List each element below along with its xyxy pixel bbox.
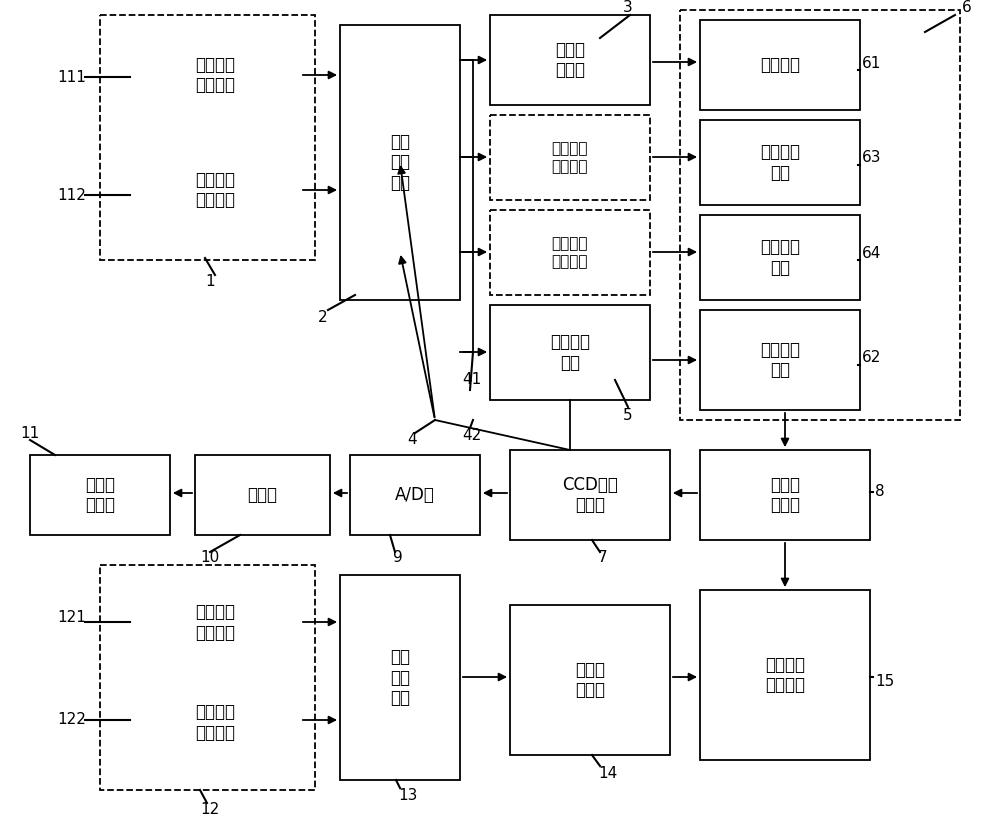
Text: 13: 13	[398, 787, 417, 802]
Text: 跑台式
丝印机: 跑台式 丝印机	[770, 476, 800, 514]
Text: 第二
数控
装置: 第二 数控 装置	[390, 648, 410, 707]
Text: 第二自动
编程装置: 第二自动 编程装置	[195, 703, 235, 742]
Text: 刀具进给
装置: 刀具进给 装置	[760, 238, 800, 277]
Text: 第二加工
中心主体: 第二加工 中心主体	[765, 656, 805, 695]
Text: 8: 8	[875, 485, 885, 500]
Text: 10: 10	[200, 551, 219, 566]
Bar	[700, 215, 860, 300]
Text: 7: 7	[598, 551, 608, 566]
Text: 第一自动
编程装置: 第一自动 编程装置	[195, 170, 235, 209]
Bar	[100, 565, 315, 790]
Text: 刀轴伺服
驱动系统: 刀轴伺服 驱动系统	[552, 141, 588, 174]
Text: 第二伺
服系统: 第二伺 服系统	[575, 661, 605, 700]
Text: 第二人工
编程装置: 第二人工 编程装置	[195, 603, 235, 642]
Text: 112: 112	[57, 188, 86, 203]
Text: 第一人工
编程装置: 第一人工 编程装置	[195, 55, 235, 94]
Text: 15: 15	[875, 675, 894, 690]
Text: 4: 4	[407, 433, 417, 447]
Bar	[490, 210, 650, 295]
Bar	[130, 145, 300, 235]
Text: 64: 64	[862, 246, 881, 261]
Text: 辅助控
制装置: 辅助控 制装置	[555, 41, 585, 79]
Bar	[130, 580, 300, 665]
Bar	[195, 455, 330, 535]
Bar	[30, 455, 170, 535]
Text: 检测反馈
装置: 检测反馈 装置	[550, 333, 590, 372]
Bar	[350, 455, 480, 535]
Bar	[340, 25, 460, 300]
Text: 辅助装置: 辅助装置	[760, 56, 800, 74]
Text: 处理器: 处理器	[248, 486, 278, 504]
Text: 1: 1	[205, 275, 215, 289]
Bar	[680, 10, 960, 420]
Text: 3: 3	[623, 1, 633, 16]
Bar	[490, 115, 650, 200]
Text: 12: 12	[200, 802, 219, 818]
Bar	[700, 120, 860, 205]
Text: 声光报
警装置: 声光报 警装置	[85, 476, 115, 514]
Text: A/D器: A/D器	[395, 486, 435, 504]
Bar	[700, 450, 870, 540]
Text: 9: 9	[393, 551, 403, 566]
Text: 63: 63	[862, 151, 882, 165]
Bar	[510, 605, 670, 755]
Text: 自动换刀
装置: 自动换刀 装置	[760, 341, 800, 380]
Text: 11: 11	[20, 426, 39, 441]
Text: 6: 6	[962, 1, 972, 16]
Text: 刀具切削
装置: 刀具切削 装置	[760, 143, 800, 182]
Text: 进给伺服
驱动系统: 进给伺服 驱动系统	[552, 237, 588, 269]
Text: 42: 42	[462, 428, 481, 442]
Bar	[700, 20, 860, 110]
Bar	[510, 450, 670, 540]
Bar	[130, 30, 300, 120]
Bar	[340, 575, 460, 780]
Text: 121: 121	[57, 609, 86, 624]
Text: 111: 111	[57, 69, 86, 84]
Text: 第一
数控
装置: 第一 数控 装置	[390, 132, 410, 193]
Text: 41: 41	[462, 372, 481, 388]
Text: 62: 62	[862, 351, 881, 366]
Text: 14: 14	[598, 766, 617, 781]
Bar	[700, 590, 870, 760]
Text: 122: 122	[57, 713, 86, 728]
Bar	[490, 305, 650, 400]
Text: 61: 61	[862, 55, 881, 70]
Text: 2: 2	[318, 310, 328, 326]
Bar	[100, 15, 315, 260]
Bar	[130, 680, 300, 765]
Bar	[490, 15, 650, 105]
Text: CCD图像
传感器: CCD图像 传感器	[562, 476, 618, 514]
Bar	[700, 310, 860, 410]
Text: 5: 5	[623, 408, 633, 423]
